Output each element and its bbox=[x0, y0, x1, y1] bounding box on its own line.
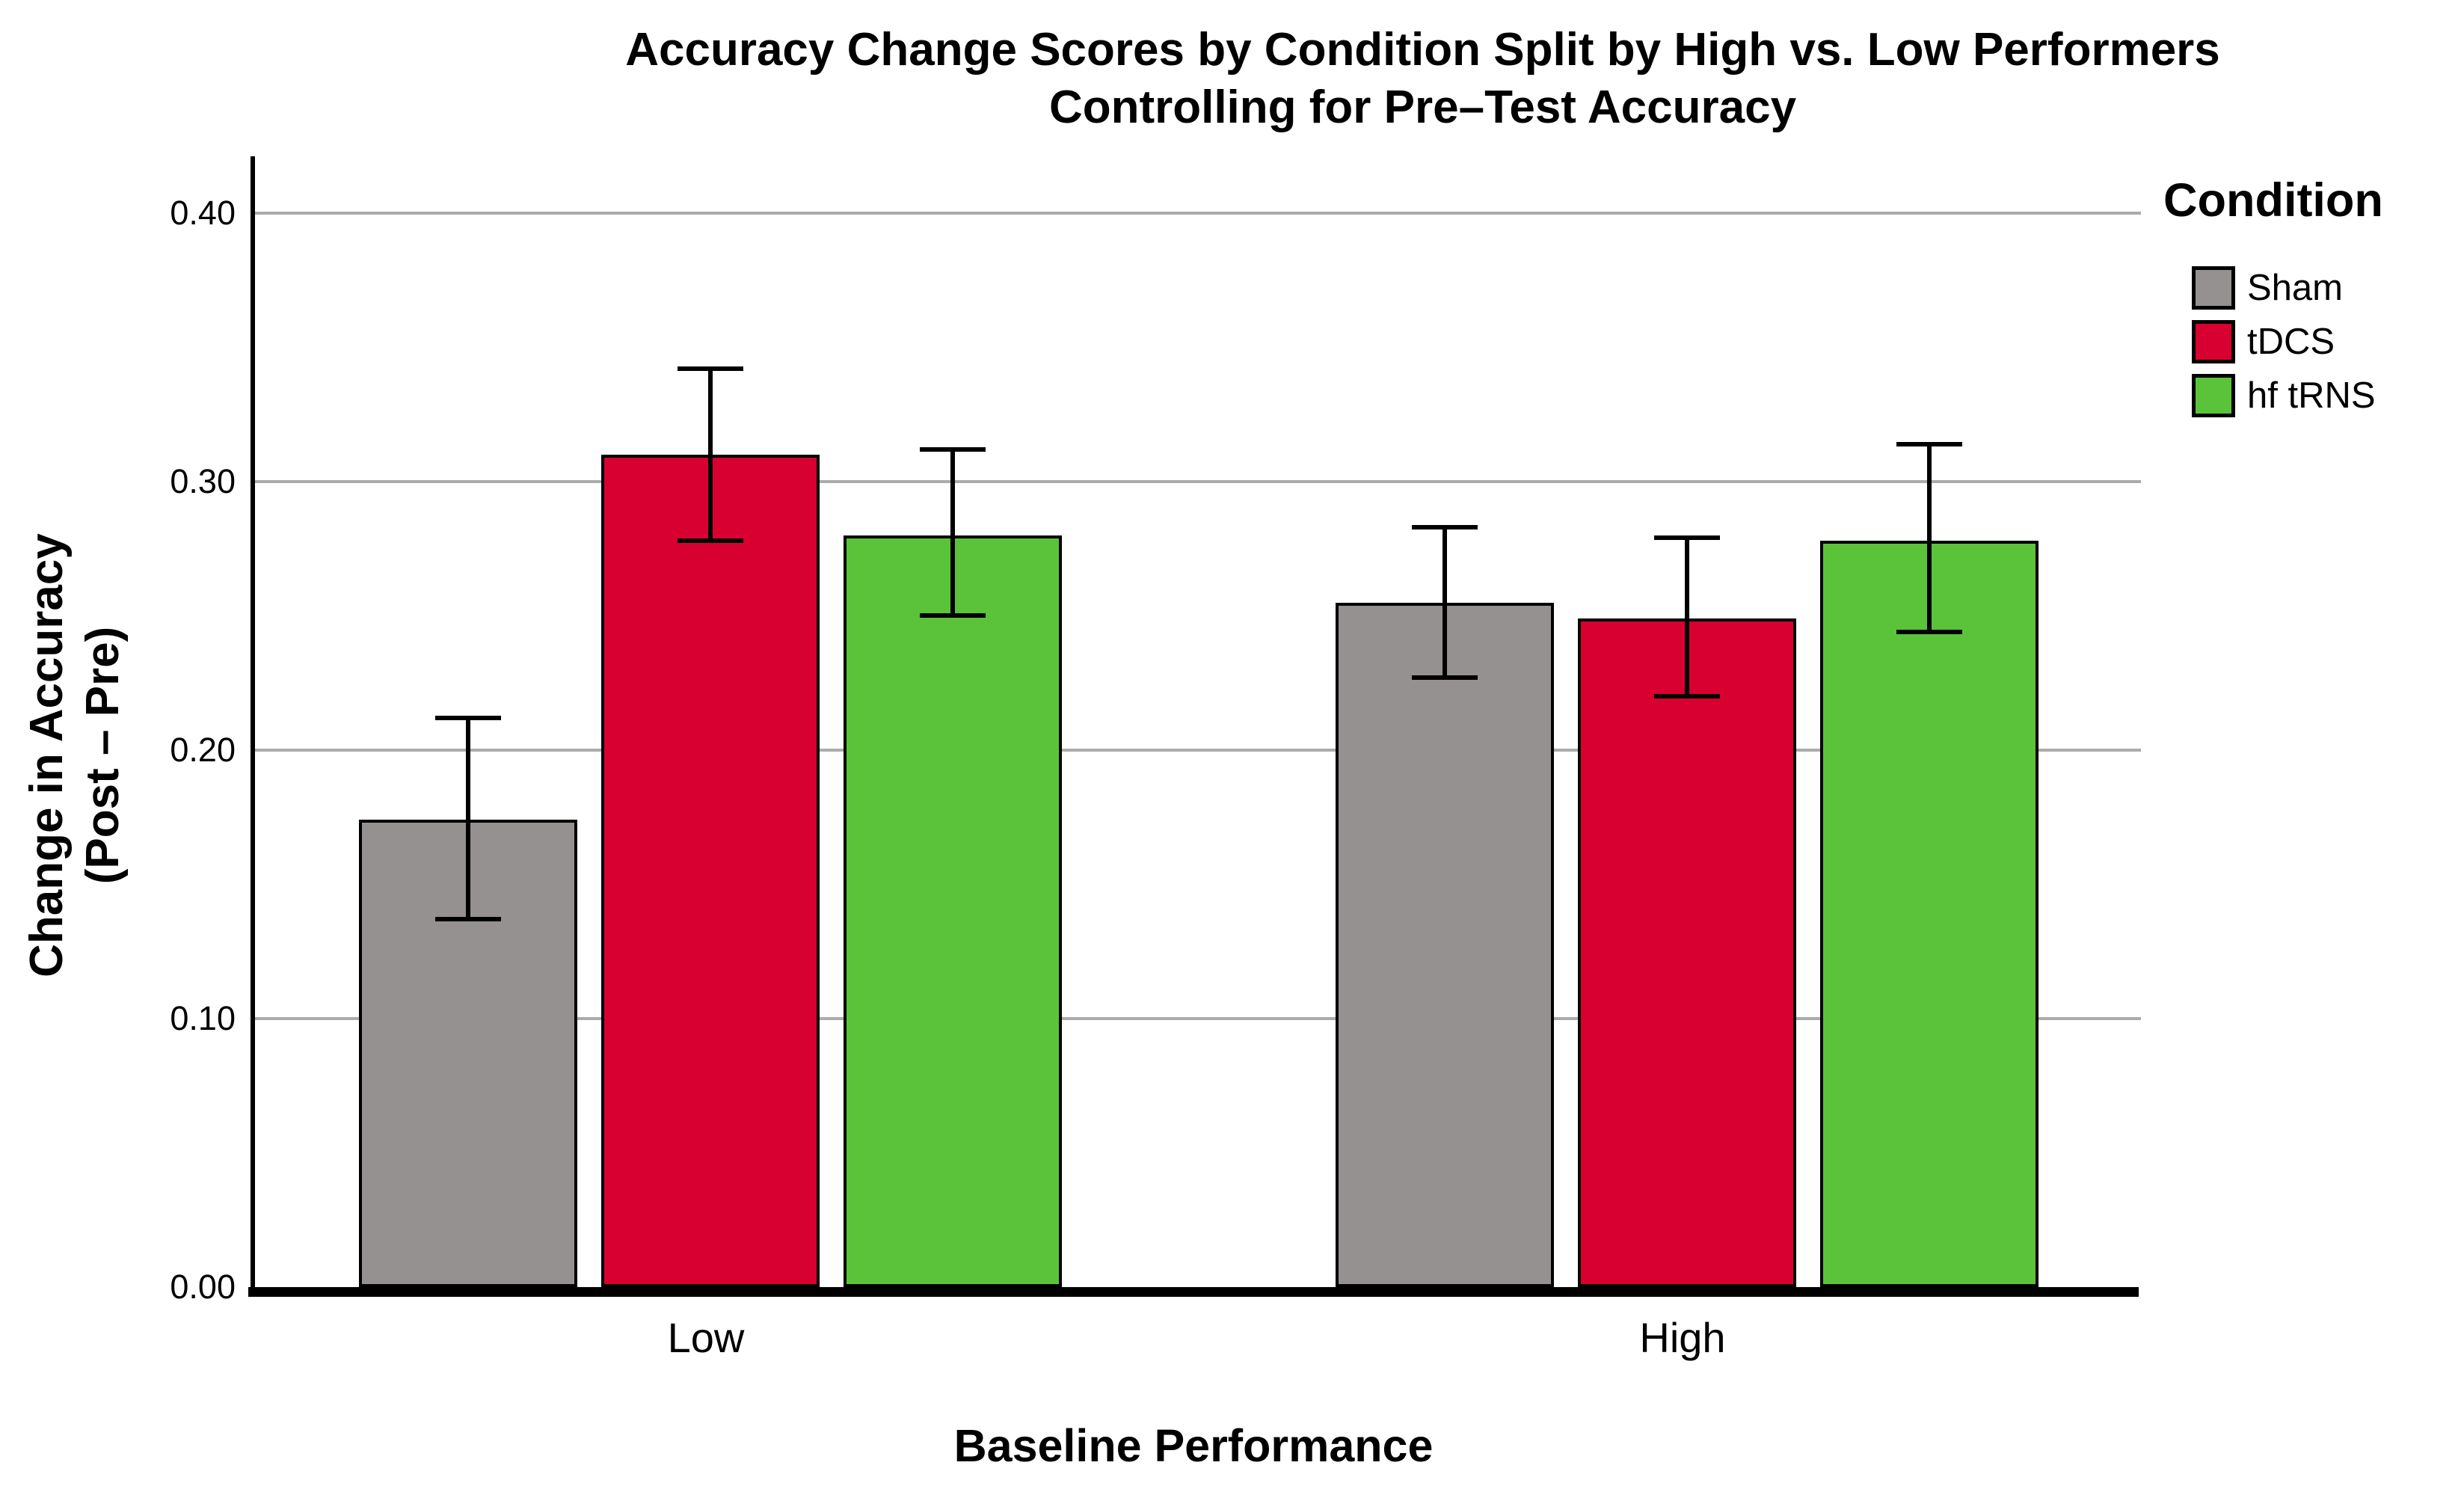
error-bar-high-sham-cap-top bbox=[1412, 525, 1478, 529]
bar-high-hf-trns bbox=[1820, 541, 2039, 1287]
error-bar-low-hf-trns-cap-bottom bbox=[920, 613, 986, 618]
bar-high-sham bbox=[1336, 603, 1554, 1287]
y-tick-label-0.40: 0.40 bbox=[170, 194, 236, 232]
error-bar-high-hf-trns-line bbox=[1927, 444, 1932, 632]
error-bar-low-hf-trns-line bbox=[950, 449, 955, 616]
legend-items: Sham tDCS hf tRNS bbox=[2192, 266, 2383, 417]
error-bar-low-tdcs-cap-bottom bbox=[678, 538, 743, 543]
x-axis-title: Baseline Performance bbox=[953, 1420, 1434, 1471]
x-category-label-high: High bbox=[1639, 1314, 1726, 1361]
gridline-0.20 bbox=[255, 749, 2141, 752]
legend-item-hf-trns: hf tRNS bbox=[2192, 374, 2383, 417]
legend: Condition Sham tDCS hf tRNS bbox=[2163, 174, 2383, 428]
legend-item-tdcs: tDCS bbox=[2192, 320, 2383, 363]
bar-low-hf-trns bbox=[844, 535, 1062, 1287]
gridline-0.30 bbox=[255, 480, 2141, 483]
x-axis-line bbox=[248, 1287, 2139, 1297]
bar-high-tdcs bbox=[1578, 618, 1796, 1287]
gridline-0.10 bbox=[255, 1017, 2141, 1020]
legend-swatch-hf-trns bbox=[2192, 374, 2235, 417]
error-bar-high-tdcs-cap-bottom bbox=[1654, 694, 1720, 699]
x-category-label-low: Low bbox=[667, 1314, 745, 1361]
error-bar-low-tdcs-line bbox=[708, 369, 713, 541]
chart-title-line1: Accuracy Change Scores by Condition Spli… bbox=[625, 24, 2220, 76]
legend-swatch-sham bbox=[2192, 266, 2235, 310]
error-bar-low-hf-trns-cap-top bbox=[920, 447, 986, 452]
error-bar-high-hf-trns-cap-bottom bbox=[1896, 630, 1962, 634]
error-bar-low-sham-cap-top bbox=[435, 716, 501, 720]
error-bar-high-sham-line bbox=[1443, 527, 1447, 678]
error-bar-high-tdcs-line bbox=[1685, 538, 1689, 696]
chart-title: Accuracy Change Scores by Condition Spli… bbox=[381, 21, 2464, 136]
error-bar-high-tdcs-cap-top bbox=[1654, 535, 1720, 540]
chart-title-line2: Controlling for Pre–Test Accuracy bbox=[1048, 82, 1797, 133]
error-bar-high-hf-trns-cap-top bbox=[1896, 442, 1962, 446]
y-tick-label-0.20: 0.20 bbox=[170, 731, 236, 769]
legend-label-hf-trns: hf tRNS bbox=[2247, 375, 2376, 416]
y-tick-label-0.30: 0.30 bbox=[170, 462, 236, 500]
error-bar-low-sham-line bbox=[466, 718, 470, 919]
legend-label-sham: Sham bbox=[2247, 268, 2344, 308]
bar-low-tdcs bbox=[601, 455, 820, 1287]
y-tick-label-0.10: 0.10 bbox=[170, 999, 236, 1037]
legend-swatch-tdcs bbox=[2192, 320, 2235, 363]
y-axis-title-line1: Change in Accuracy bbox=[21, 533, 73, 977]
error-bar-low-tdcs-cap-top bbox=[678, 366, 743, 371]
legend-label-tdcs: tDCS bbox=[2247, 322, 2335, 362]
plot-area bbox=[251, 156, 2141, 1287]
error-bar-high-sham-cap-bottom bbox=[1412, 675, 1478, 680]
y-tick-label-0.00: 0.00 bbox=[170, 1268, 236, 1306]
legend-item-sham: Sham bbox=[2192, 266, 2383, 310]
error-bar-low-sham-cap-bottom bbox=[435, 917, 501, 921]
legend-title: Condition bbox=[2163, 174, 2383, 227]
gridline-0.40 bbox=[255, 212, 2141, 215]
